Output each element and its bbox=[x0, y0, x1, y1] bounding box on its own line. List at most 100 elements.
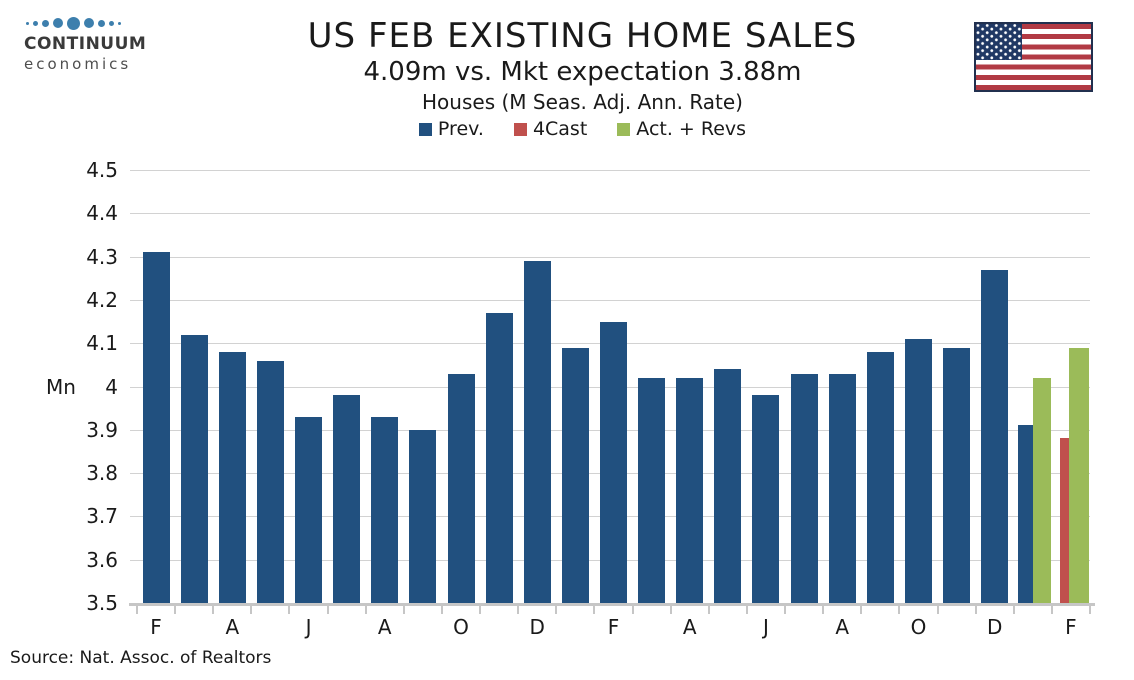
logo-dot bbox=[118, 21, 121, 25]
gridline bbox=[130, 170, 1090, 171]
y-tick-label: 3.7 bbox=[86, 504, 118, 529]
x-tick-mark bbox=[898, 606, 901, 614]
bar-prev-m20 bbox=[866, 351, 894, 603]
y-axis-unit-label: Mn bbox=[46, 374, 76, 399]
plot-area bbox=[130, 170, 1090, 603]
y-tick-label: 3.6 bbox=[86, 547, 118, 572]
x-tick-mark bbox=[288, 606, 291, 614]
x-tick-label: F bbox=[1065, 615, 1077, 639]
x-tick-mark bbox=[822, 606, 825, 614]
x-tick-mark bbox=[707, 606, 710, 614]
x-tick-mark bbox=[974, 606, 977, 614]
x-tick-mark bbox=[1050, 606, 1053, 614]
bar-prev-m15 bbox=[676, 377, 704, 603]
bar-prev-m2 bbox=[180, 334, 208, 603]
header: US FEB EXISTING HOME SALES 4.09m vs. Mkt… bbox=[140, 16, 1025, 140]
logo-dot bbox=[67, 16, 80, 30]
legend-label: Act. + Revs bbox=[636, 118, 747, 140]
x-tick-label: A bbox=[835, 615, 850, 639]
gridline bbox=[130, 256, 1090, 258]
y-tick-label: 4.1 bbox=[86, 331, 118, 356]
x-tick-label: O bbox=[453, 615, 469, 639]
bar-prev-m6 bbox=[333, 395, 361, 603]
bar-prev-m1 bbox=[142, 252, 170, 603]
x-tick-mark bbox=[936, 606, 939, 614]
bar-4cast-m25 bbox=[1059, 438, 1069, 603]
bar-prev-m13 bbox=[600, 321, 627, 603]
chart-title: US FEB EXISTING HOME SALES bbox=[307, 16, 858, 56]
legend-label: 4Cast bbox=[532, 118, 588, 140]
logo-tagline: economics bbox=[24, 55, 132, 73]
logo-name: CONTINUUM bbox=[24, 34, 147, 54]
bar-prev-m22 bbox=[943, 347, 971, 603]
bar-prev-m17 bbox=[752, 395, 780, 603]
logo-dot bbox=[84, 18, 94, 28]
legend-swatch bbox=[418, 122, 432, 136]
bar-prev-m5 bbox=[295, 416, 323, 603]
x-tick-label: D bbox=[986, 615, 1003, 639]
bar-prev-m4 bbox=[256, 360, 284, 603]
bar-act-m24 bbox=[1032, 377, 1051, 603]
x-tick-mark bbox=[1012, 606, 1015, 614]
y-tick-label: 3.8 bbox=[86, 461, 118, 486]
x-tick-mark bbox=[326, 606, 329, 614]
x-tick-mark bbox=[517, 606, 520, 614]
y-tick-label: 4.5 bbox=[86, 158, 118, 182]
bar-prev-m18 bbox=[790, 373, 818, 603]
x-tick-label: J bbox=[763, 615, 769, 639]
x-tick-mark bbox=[669, 606, 672, 614]
x-tick-mark bbox=[631, 606, 634, 614]
bar-prev-m14 bbox=[638, 377, 666, 603]
bar-prev-m10 bbox=[485, 312, 513, 603]
legend-label: Prev. bbox=[437, 118, 484, 140]
bar-prev-m9 bbox=[447, 373, 475, 603]
x-tick-label: O bbox=[910, 615, 927, 639]
x-tick-mark bbox=[745, 606, 748, 614]
us-flag-canton bbox=[976, 24, 1022, 60]
bar-prev-m24 bbox=[1017, 425, 1033, 603]
x-tick-mark bbox=[136, 606, 138, 614]
us-flag-icon bbox=[974, 22, 1093, 92]
chart-subtitle: 4.09m vs. Mkt expectation 3.88m bbox=[363, 57, 802, 87]
x-tick-mark bbox=[479, 606, 482, 614]
legend-item-4cast: 4Cast bbox=[513, 118, 588, 140]
logo-dot bbox=[26, 21, 29, 25]
x-tick-label: J bbox=[305, 615, 312, 639]
bar-prev-m16 bbox=[714, 369, 742, 603]
logo-dots-icon bbox=[26, 14, 184, 32]
bar-prev-m23 bbox=[981, 269, 1009, 603]
x-tick-mark bbox=[212, 606, 215, 614]
x-axis-line bbox=[129, 603, 1095, 606]
x-tick-mark bbox=[860, 606, 863, 614]
legend-item-prev-: Prev. bbox=[418, 118, 484, 140]
x-tick-label: F bbox=[607, 615, 620, 639]
bar-prev-m21 bbox=[904, 338, 932, 603]
x-tick-label: A bbox=[225, 615, 240, 639]
chart-units-note: Houses (M Seas. Adj. Ann. Rate) bbox=[422, 90, 743, 114]
gridline bbox=[130, 213, 1090, 215]
logo-dot bbox=[109, 20, 114, 26]
continuum-logo: CONTINUUM economics bbox=[24, 14, 184, 73]
gridline bbox=[130, 299, 1090, 301]
x-tick-mark bbox=[593, 606, 596, 614]
logo-dot bbox=[33, 20, 38, 26]
source-note: Source: Nat. Assoc. of Realtors bbox=[10, 648, 272, 668]
x-tick-mark bbox=[364, 606, 367, 614]
bar-act-m25 bbox=[1068, 347, 1089, 603]
legend-swatch bbox=[513, 122, 527, 136]
y-tick-label: 4.3 bbox=[86, 244, 118, 269]
bar-prev-m7 bbox=[371, 416, 399, 603]
bar-prev-m19 bbox=[828, 373, 856, 603]
x-tick-mark bbox=[555, 606, 558, 614]
y-tick-label: 4.4 bbox=[86, 201, 118, 226]
legend-swatch bbox=[617, 122, 631, 136]
logo-dot bbox=[53, 18, 63, 28]
logo-dot bbox=[98, 19, 105, 27]
x-tick-mark bbox=[174, 606, 177, 614]
x-tick-mark bbox=[1089, 606, 1091, 614]
bar-prev-m3 bbox=[218, 351, 246, 603]
legend: Prev. 4Cast Act. + Revs bbox=[140, 118, 1025, 140]
y-tick-label: 4.2 bbox=[86, 287, 118, 312]
bar-prev-m8 bbox=[409, 429, 437, 603]
x-tick-mark bbox=[402, 606, 405, 614]
